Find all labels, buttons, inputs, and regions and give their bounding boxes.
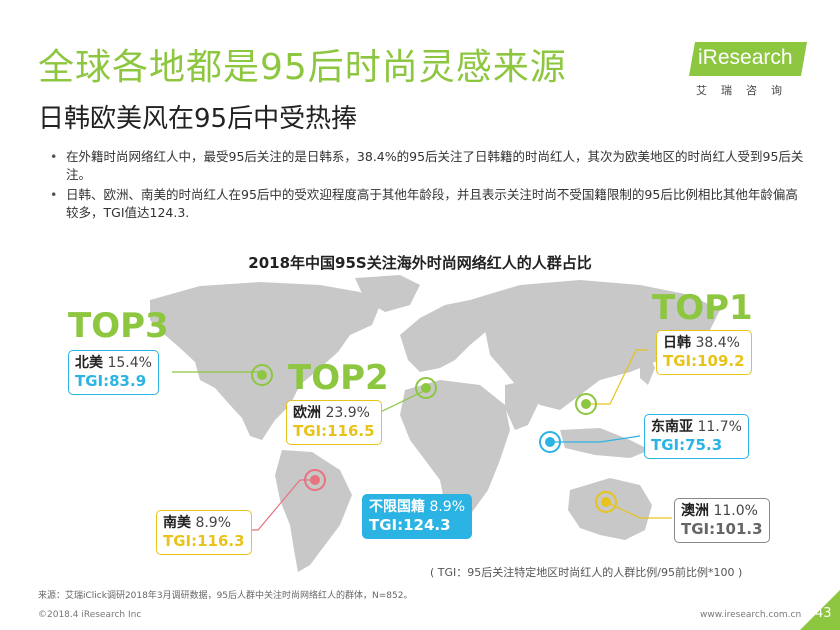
- region-pct: 38.4%: [695, 335, 740, 351]
- region-pct: 23.9%: [325, 405, 370, 421]
- region-tgi: TGI:83.9: [75, 372, 147, 390]
- region-tgi: TGI:109.2: [663, 352, 745, 370]
- iresearch-logo: iResearch 艾瑞咨询: [689, 42, 807, 98]
- card-japan-korea: 日韩 38.4% TGI:109.2: [656, 330, 752, 375]
- marker-europe: [415, 377, 437, 399]
- region-tgi: TGI:75.3: [651, 436, 723, 454]
- page-title: 全球各地都是95后时尚灵感来源: [38, 47, 567, 88]
- logo-text: iResearch: [698, 46, 793, 69]
- card-south-america: 南美 8.9% TGI:116.3: [156, 510, 252, 555]
- page-number: 43: [815, 606, 832, 621]
- europe-shape: [400, 300, 490, 372]
- rank-top2: TOP2: [288, 358, 389, 398]
- region-tgi: TGI:116.5: [293, 422, 375, 440]
- japan-shape: [640, 352, 655, 385]
- region-pct: 8.9%: [195, 515, 232, 531]
- card-europe: 欧洲 23.9% TGI:116.5: [286, 400, 382, 445]
- region-tgi: TGI:116.3: [163, 532, 245, 550]
- africa-shape: [400, 380, 510, 525]
- region-name: 澳洲: [681, 503, 709, 519]
- card-no-nationality-limit: 不限国籍 8.9% TGI:124.3: [362, 494, 473, 539]
- region-name: 北美: [75, 355, 103, 371]
- region-name: 南美: [163, 515, 191, 531]
- corner-decoration: [800, 590, 840, 630]
- region-name: 日韩: [663, 335, 691, 351]
- connector-australia: [605, 501, 672, 519]
- marker-japan-korea: [575, 393, 597, 415]
- rank-top1: TOP1: [652, 288, 753, 328]
- website-url: www.iresearch.com.cn: [700, 610, 802, 620]
- connector-japan-korea: [586, 349, 648, 405]
- marker-australia: [595, 491, 617, 513]
- copyright: ©2018.4 iResearch Inc: [38, 610, 142, 620]
- card-southeast-asia: 东南亚 11.7% TGI:75.3: [644, 414, 749, 459]
- region-tgi: TGI:124.3: [369, 516, 451, 534]
- region-name: 不限国籍: [369, 499, 425, 515]
- marker-southeast-asia: [539, 431, 561, 453]
- source-note: 来源：艾瑞iClick调研2018年3月调研数据，95后人群中关注时尚网络红人的…: [38, 591, 413, 601]
- region-pct: 15.4%: [107, 355, 152, 371]
- region-name: 东南亚: [651, 419, 693, 435]
- chart-title: 2018年中国95S关注海外时尚网络红人的人群占比: [248, 254, 592, 272]
- region-pct: 11.0%: [713, 503, 758, 519]
- bullet-item: 日韩、欧洲、南美的时尚红人在95后中的受欢迎程度高于其他年龄段，并且表示关注时尚…: [50, 186, 810, 222]
- region-pct: 8.9%: [429, 499, 466, 515]
- marker-south-america: [304, 469, 326, 491]
- region-tgi: TGI:101.3: [681, 520, 763, 538]
- card-australia: 澳洲 11.0% TGI:101.3: [674, 498, 770, 543]
- region-pct: 11.7%: [697, 419, 742, 435]
- continents: [150, 275, 720, 572]
- south-america-shape: [275, 450, 352, 572]
- australia-shape: [568, 478, 652, 540]
- page-subtitle: 日韩欧美风在95后中受热捧: [38, 104, 358, 134]
- tgi-note: ( TGI：95后关注特定地区时尚红人的人群比例/95前比例*100 ): [430, 566, 743, 579]
- north-america-shape: [150, 282, 380, 440]
- marker-north-america: [251, 364, 273, 386]
- india-shape: [505, 380, 540, 430]
- bullet-item: 在外籍时尚网络红人中，最受95后关注的是日韩系，38.4%的95后关注了日韩籍的…: [50, 148, 810, 184]
- region-name: 欧洲: [293, 405, 321, 421]
- southeast-asia-shape: [560, 428, 650, 458]
- connector-southeast-asia: [550, 435, 641, 443]
- logo-subtext: 艾瑞咨询: [696, 84, 796, 97]
- card-north-america: 北美 15.4% TGI:83.9: [68, 350, 159, 395]
- asia-shape: [470, 280, 720, 410]
- greenland-shape: [355, 275, 420, 312]
- rank-top3: TOP3: [68, 306, 169, 346]
- bullet-list: 在外籍时尚网络红人中，最受95后关注的是日韩系，38.4%的95后关注了日韩籍的…: [50, 148, 810, 224]
